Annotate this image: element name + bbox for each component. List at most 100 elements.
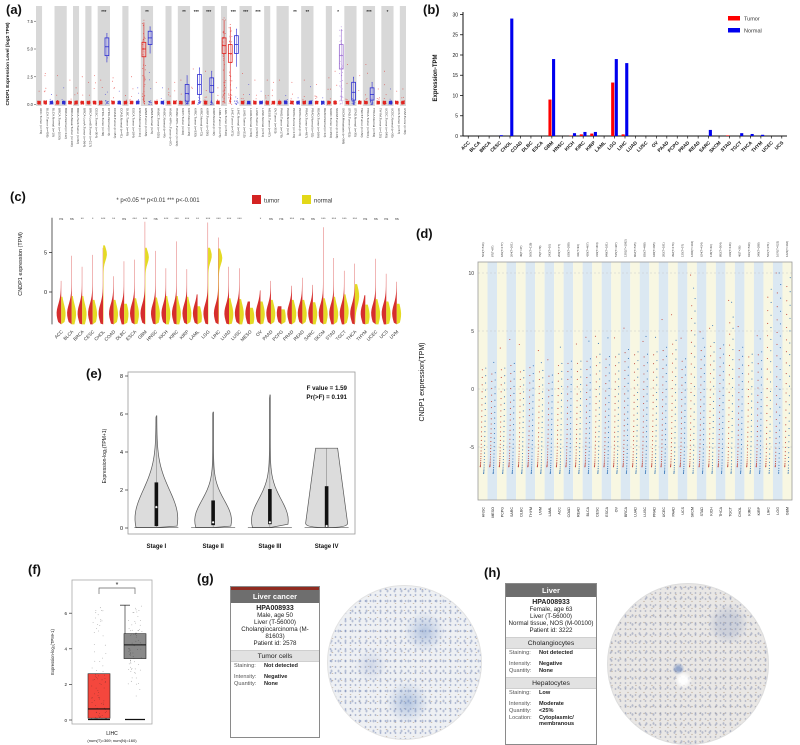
field-label: Intensity: (509, 701, 532, 707)
field-value: None (539, 668, 553, 674)
svg-text:ns: ns (363, 217, 367, 221)
svg-text:BRCA-LumA.Tumor (n=564): BRCA-LumA.Tumor (n=564) (82, 108, 86, 147)
svg-text:10: 10 (468, 271, 474, 277)
diagnosis-info: Cholangiocarcinoma (M-81603) (241, 625, 309, 640)
svg-text:PRAD.Tumor (n=497): PRAD.Tumor (n=497) (304, 108, 308, 138)
svg-text:KICH: KICH (157, 329, 168, 340)
svg-text:0: 0 (455, 134, 458, 140)
svg-text:KIRC.Tumor (n=533): KIRC.Tumor (n=533) (193, 108, 197, 137)
svg-text:OV: OV (255, 329, 264, 338)
svg-text:SKCM: SKCM (708, 140, 722, 154)
svg-text:LIHC: LIHC (210, 329, 221, 340)
svg-text:HNSC.Normal (n=44): HNSC.Normal (n=44) (162, 108, 166, 137)
svg-text:COAD.Normal (n=41): COAD.Normal (n=41) (119, 108, 123, 138)
svg-text:PCPG: PCPG (500, 507, 504, 517)
svg-text:LIHC: LIHC (106, 731, 118, 737)
svg-text:349(T=288): 349(T=288) (757, 242, 761, 257)
svg-text:ESCA: ESCA (531, 140, 545, 154)
field-label: Staining: (509, 690, 531, 696)
svg-text:**: ** (293, 9, 297, 14)
svg-text:4: 4 (64, 647, 67, 652)
svg-text:PCPG.Tumor (n=179): PCPG.Tumor (n=179) (292, 108, 296, 138)
svg-text:87(T=87): 87(T=87) (490, 246, 494, 257)
svg-text:normal: normal (314, 199, 332, 205)
svg-text:648(T=495): 648(T=495) (652, 242, 656, 257)
svg-text:209(T=77): 209(T=77) (557, 244, 561, 257)
svg-text:SARC.Tumor (n=259): SARC.Tumor (n=259) (329, 108, 333, 138)
panel-f-label: (f) (28, 562, 41, 577)
field-value: None (264, 681, 278, 688)
svg-text:DLBC.Tumor (n=48): DLBC.Tumor (n=48) (125, 108, 129, 136)
svg-text:DLBC: DLBC (519, 507, 523, 517)
svg-text:BRCA-LumB.Tumor (n=217): BRCA-LumB.Tumor (n=217) (88, 108, 92, 147)
svg-text:***: *** (231, 9, 236, 14)
svg-text:PAAD: PAAD (672, 507, 676, 517)
svg-text:SKCM: SKCM (691, 507, 695, 517)
svg-text:LGG: LGG (200, 329, 211, 340)
svg-text:LAML.Tumor (n=173): LAML.Tumor (n=173) (218, 108, 222, 137)
svg-text:GBM.Tumor (n=153): GBM.Tumor (n=153) (144, 108, 148, 136)
svg-text:25: 25 (452, 33, 458, 39)
svg-text:KIRC: KIRC (168, 329, 180, 341)
field-value: Negative (539, 661, 563, 667)
svg-text:**: ** (196, 217, 199, 221)
svg-text:ns: ns (395, 217, 399, 221)
svg-text:BLCA.Tumor (n=408): BLCA.Tumor (n=408) (45, 108, 49, 137)
svg-text:***: *** (194, 9, 199, 14)
svg-text:411(T=93): 411(T=93) (576, 244, 580, 257)
svg-text:0: 0 (120, 526, 123, 532)
svg-text:***: *** (290, 217, 295, 221)
svg-text:1676(T=523): 1676(T=523) (776, 241, 780, 257)
svg-text:***: *** (237, 217, 242, 221)
svg-text:*: * (260, 217, 262, 221)
svg-text:tumor: tumor (264, 199, 279, 205)
svg-text:521(T=371): 521(T=371) (766, 242, 770, 257)
svg-text:**: ** (112, 217, 115, 221)
svg-text:639(T=299): 639(T=299) (566, 242, 570, 257)
svg-text:5.0: 5.0 (27, 47, 33, 52)
svg-text:**: ** (145, 9, 149, 14)
svg-text:**: ** (81, 217, 84, 221)
svg-text:CESC.Tumor (n=304): CESC.Tumor (n=304) (95, 108, 99, 138)
svg-text:Stage IV: Stage IV (315, 544, 339, 550)
svg-text:HNSC.Tumor (n=520): HNSC.Tumor (n=520) (156, 108, 160, 138)
svg-text:ns: ns (311, 217, 315, 221)
field-label: Location: (509, 715, 532, 721)
svg-text:GBM.Normal (n=5): GBM.Normal (n=5) (150, 108, 154, 134)
svg-text:UCEC: UCEC (366, 329, 379, 342)
svg-text:1391(T=1092): 1391(T=1092) (623, 239, 627, 257)
svg-text:836(T=498): 836(T=498) (643, 242, 647, 257)
svg-text:***: *** (227, 217, 232, 221)
svg-text:LUSC.Normal (n=51): LUSC.Normal (n=51) (261, 108, 265, 137)
panel-a-label: (a) (6, 2, 22, 17)
svg-text:***: *** (206, 217, 211, 221)
svg-text:Pr(>F) = 0.191: Pr(>F) = 0.191 (306, 394, 347, 401)
svg-text:UCS.Tumor (n=57): UCS.Tumor (n=57) (397, 108, 401, 134)
svg-text:LIHC.Normal (n=50): LIHC.Normal (n=50) (236, 108, 240, 136)
svg-text:1282(T=102): 1282(T=102) (690, 241, 694, 257)
svg-text:OV.Tumor (n=303): OV.Tumor (n=303) (273, 108, 277, 133)
svg-text:UVM: UVM (538, 507, 542, 515)
svg-text:LIHC.Tumor (n=371): LIHC.Tumor (n=371) (230, 108, 234, 136)
svg-text:ESCA: ESCA (605, 506, 609, 516)
svg-text:BRCA-Basal.Tumor (n=190): BRCA-Basal.Tumor (n=190) (70, 108, 74, 147)
svg-text:79(T=79): 79(T=79) (538, 246, 542, 257)
field-value: <25% (539, 708, 554, 714)
svg-text:HNSC-HPV-.Tumor (n=421): HNSC-HPV-.Tumor (n=421) (175, 108, 179, 146)
svg-text:2: 2 (120, 488, 123, 494)
field-label: Intensity: (234, 674, 257, 681)
svg-text:THCA.Tumor (n=501): THCA.Tumor (n=501) (366, 108, 370, 138)
svg-text:***: *** (206, 9, 211, 14)
svg-text:OV: OV (614, 506, 618, 512)
svg-text:Expression-log₂(TPM+1): Expression-log₂(TPM+1) (50, 629, 55, 675)
svg-text:READ: READ (576, 507, 580, 517)
svg-text:2: 2 (64, 682, 67, 687)
svg-text:264(T=261): 264(T=261) (509, 242, 513, 257)
svg-text:CNDP1 expression (TPM): CNDP1 expression (TPM) (18, 232, 24, 296)
svg-text:UCEC.Normal (n=35): UCEC.Normal (n=35) (391, 108, 395, 137)
svg-text:ACC: ACC (460, 140, 472, 152)
svg-text:KICH.Tumor (n=66): KICH.Tumor (n=66) (181, 108, 185, 135)
svg-text:ns: ns (384, 217, 388, 221)
hpa-card-liver-normal: Liver HPA008933 Female, age 63 Liver (T-… (505, 583, 597, 745)
svg-text:186(T=177): 186(T=177) (500, 242, 504, 257)
